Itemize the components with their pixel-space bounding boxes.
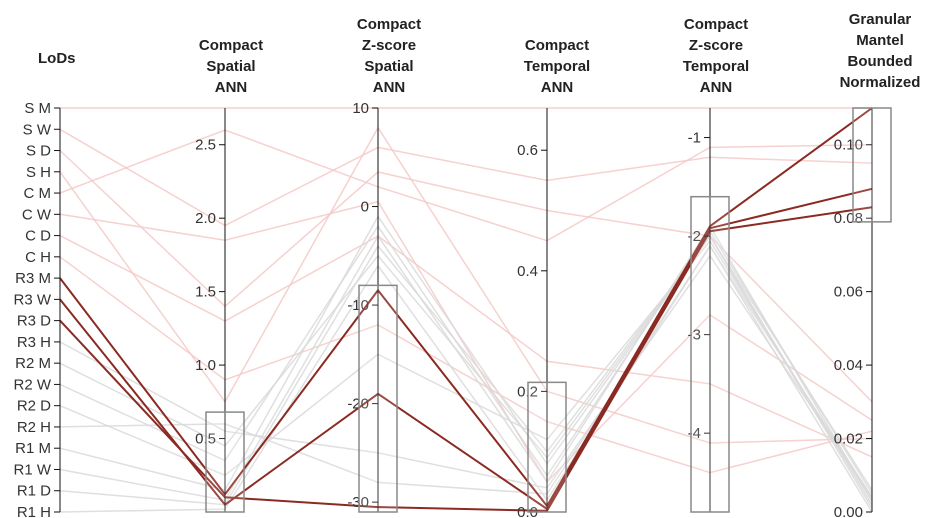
tick-label-gmb_norm: 0.08 [834,210,863,227]
tick-label-lods: R3 M [15,270,51,287]
polyline-c-m [59,129,873,242]
polyline-r3-m [59,107,873,508]
axis-title-gmb_norm-line-3: Bounded [848,53,913,70]
tick-label-czt_ann: -1 [688,130,701,147]
polyline-s-h [59,126,873,444]
axis-gmb_norm: Granular Mantel Bounded Normalized 0.00 0.02 0… [834,11,921,518]
tick-label-lods: C H [25,249,51,266]
axes-layer: LoDs S M S W S D S H C M C W C D C H R3 M R3 W R3 D… [14,11,921,518]
axis-title-gmb_norm-line-2: Mantel [856,32,904,49]
polyline-r3-w [59,187,873,511]
tick-label-lods: C M [24,185,52,202]
tick-label-lods: R2 M [15,355,51,372]
tick-label-ct_ann: 0.6 [517,142,538,159]
tick-label-czs_ann: -30 [347,494,369,511]
tick-label-gmb_norm: 0.00 [834,504,863,518]
polyline-r2-h [59,244,873,498]
axis-title-czs_ann-line-3: Spatial [364,58,413,75]
tick-label-lods: R2 W [14,376,52,393]
tick-label-czs_ann: -10 [347,297,369,314]
axis-title-czt_ann-line-3: Temporal [683,58,749,75]
tick-label-lods: R1 M [15,440,51,457]
axis-title-cs_ann-line-1: Compact [199,37,263,54]
tick-label-czs_ann: 10 [352,100,369,117]
polyline-r2-m [59,234,873,491]
polylines-layer [59,107,873,513]
axis-title-cs_ann-line-3: ANN [215,79,248,96]
tick-label-lods: R3 H [17,334,51,351]
tick-label-lods: C W [22,206,52,223]
polyline-r1-w [59,224,873,502]
tick-label-czs_ann: -20 [347,396,369,413]
polyline-c-d [59,234,873,458]
tick-label-ct_ann: 0.4 [517,263,538,280]
axis-title-ct_ann-line-2: Temporal [524,58,590,75]
axis-title-czs_ann-line-2: Z-score [362,37,416,54]
tick-label-lods: S M [24,100,51,117]
axis-title-gmb_norm-line-4: Normalized [840,74,921,91]
polyline-s-w [59,128,873,227]
brush-gmb_norm[interactable] [852,107,892,223]
brush-czt_ann[interactable] [690,195,730,513]
brushes-layer [205,107,892,513]
polyline-r3-d [59,206,873,512]
tick-label-lods: C D [25,228,51,245]
axis-title-gmb_norm-line-1: Granular [849,11,912,28]
axis-title-czt_ann-line-2: Z-score [689,37,743,54]
axis-title-ct_ann-line-3: ANN [541,79,574,96]
tick-label-lods: S H [26,164,51,181]
brush-cs_ann[interactable] [205,411,245,513]
tick-label-lods: R3 D [17,313,51,330]
axis-cs_ann: CompactSpatialANN0.51.01.52.02.5 [195,37,263,512]
tick-label-lods: R3 W [14,291,52,308]
axis-title-lods-line-1: LoDs [38,50,76,67]
tick-label-gmb_norm: 0.10 [834,137,863,154]
axis-title-czt_ann-line-4: ANN [700,79,733,96]
polyline-c-w [59,200,873,484]
polyline-r3-h [59,254,873,498]
tick-label-gmb_norm: 0.04 [834,357,863,374]
tick-label-cs_ann: 2.5 [195,137,216,154]
tick-label-lods: S W [23,121,52,138]
tick-label-cs_ann: 2.0 [195,210,216,227]
tick-label-lods: R1 D [17,483,51,500]
axis-lods: LoDs S M S W S D S H C M C W C D C H R3 M R3 W R3 D… [14,50,76,518]
tick-label-czs_ann: 0 [361,199,369,216]
axis-title-czs_ann-line-4: ANN [373,79,406,96]
polyline-r1-h [59,244,873,513]
brush-ct_ann[interactable] [527,381,567,513]
tick-label-lods: R1 W [14,461,52,478]
axis-title-czt_ann-line-1: Compact [684,16,748,33]
tick-label-gmb_norm: 0.02 [834,431,863,448]
axis-title-czs_ann-line-1: Compact [357,16,421,33]
polyline-c-h [59,256,873,474]
tick-label-cs_ann: 1.0 [195,357,216,374]
tick-label-lods: R2 H [17,419,51,436]
polyline-r2-w [59,224,873,494]
axis-title-ct_ann-line-1: Compact [525,37,589,54]
brush-czs_ann[interactable] [358,284,398,513]
tick-label-lods: S D [26,143,51,160]
polyline-s-d [59,149,873,403]
tick-label-gmb_norm: 0.06 [834,284,863,301]
tick-label-cs_ann: 1.5 [195,284,216,301]
polyline-r1-d [59,234,873,509]
tick-label-lods: R1 H [17,504,51,518]
tick-label-lods: R2 D [17,398,51,415]
axis-title-cs_ann-line-2: Spatial [206,58,255,75]
